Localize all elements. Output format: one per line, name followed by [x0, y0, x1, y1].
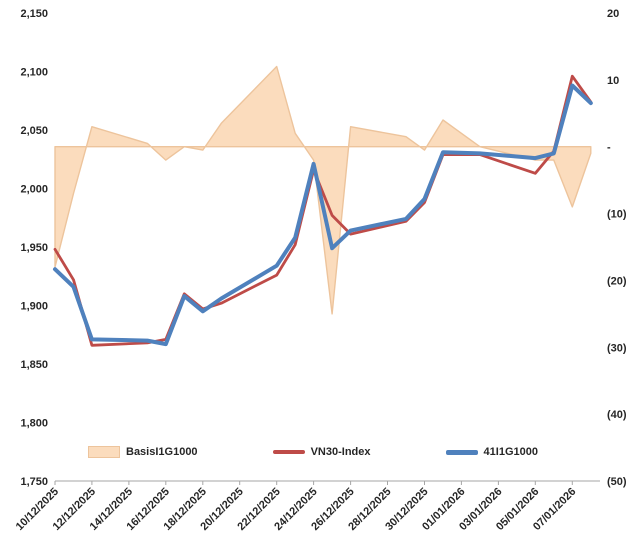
- 41I1G1000-line: [53, 83, 593, 347]
- right-axis-label: (40): [607, 409, 627, 421]
- right-axis-label: (50): [607, 476, 627, 488]
- right-axis-label: (20): [607, 275, 627, 287]
- left-axis-label: 2,000: [20, 184, 48, 196]
- right-axis-label: 20: [607, 8, 619, 20]
- left-axis-label: 1,800: [20, 418, 48, 430]
- left-axis-label: 2,050: [20, 125, 48, 137]
- left-axis-label: 2,100: [20, 67, 48, 79]
- left-axis-label: 1,850: [20, 359, 48, 371]
- right-axis-label: (10): [607, 209, 627, 221]
- left-axis-label: 1,950: [20, 242, 48, 254]
- right-axis-label: 10: [607, 75, 619, 87]
- right-axis-label: (30): [607, 342, 627, 354]
- left-axis-label: 1,750: [20, 476, 48, 488]
- left-axis-label: 1,900: [20, 301, 48, 313]
- right-axis-label: -: [607, 142, 611, 154]
- left-axis-label: 2,150: [20, 8, 48, 20]
